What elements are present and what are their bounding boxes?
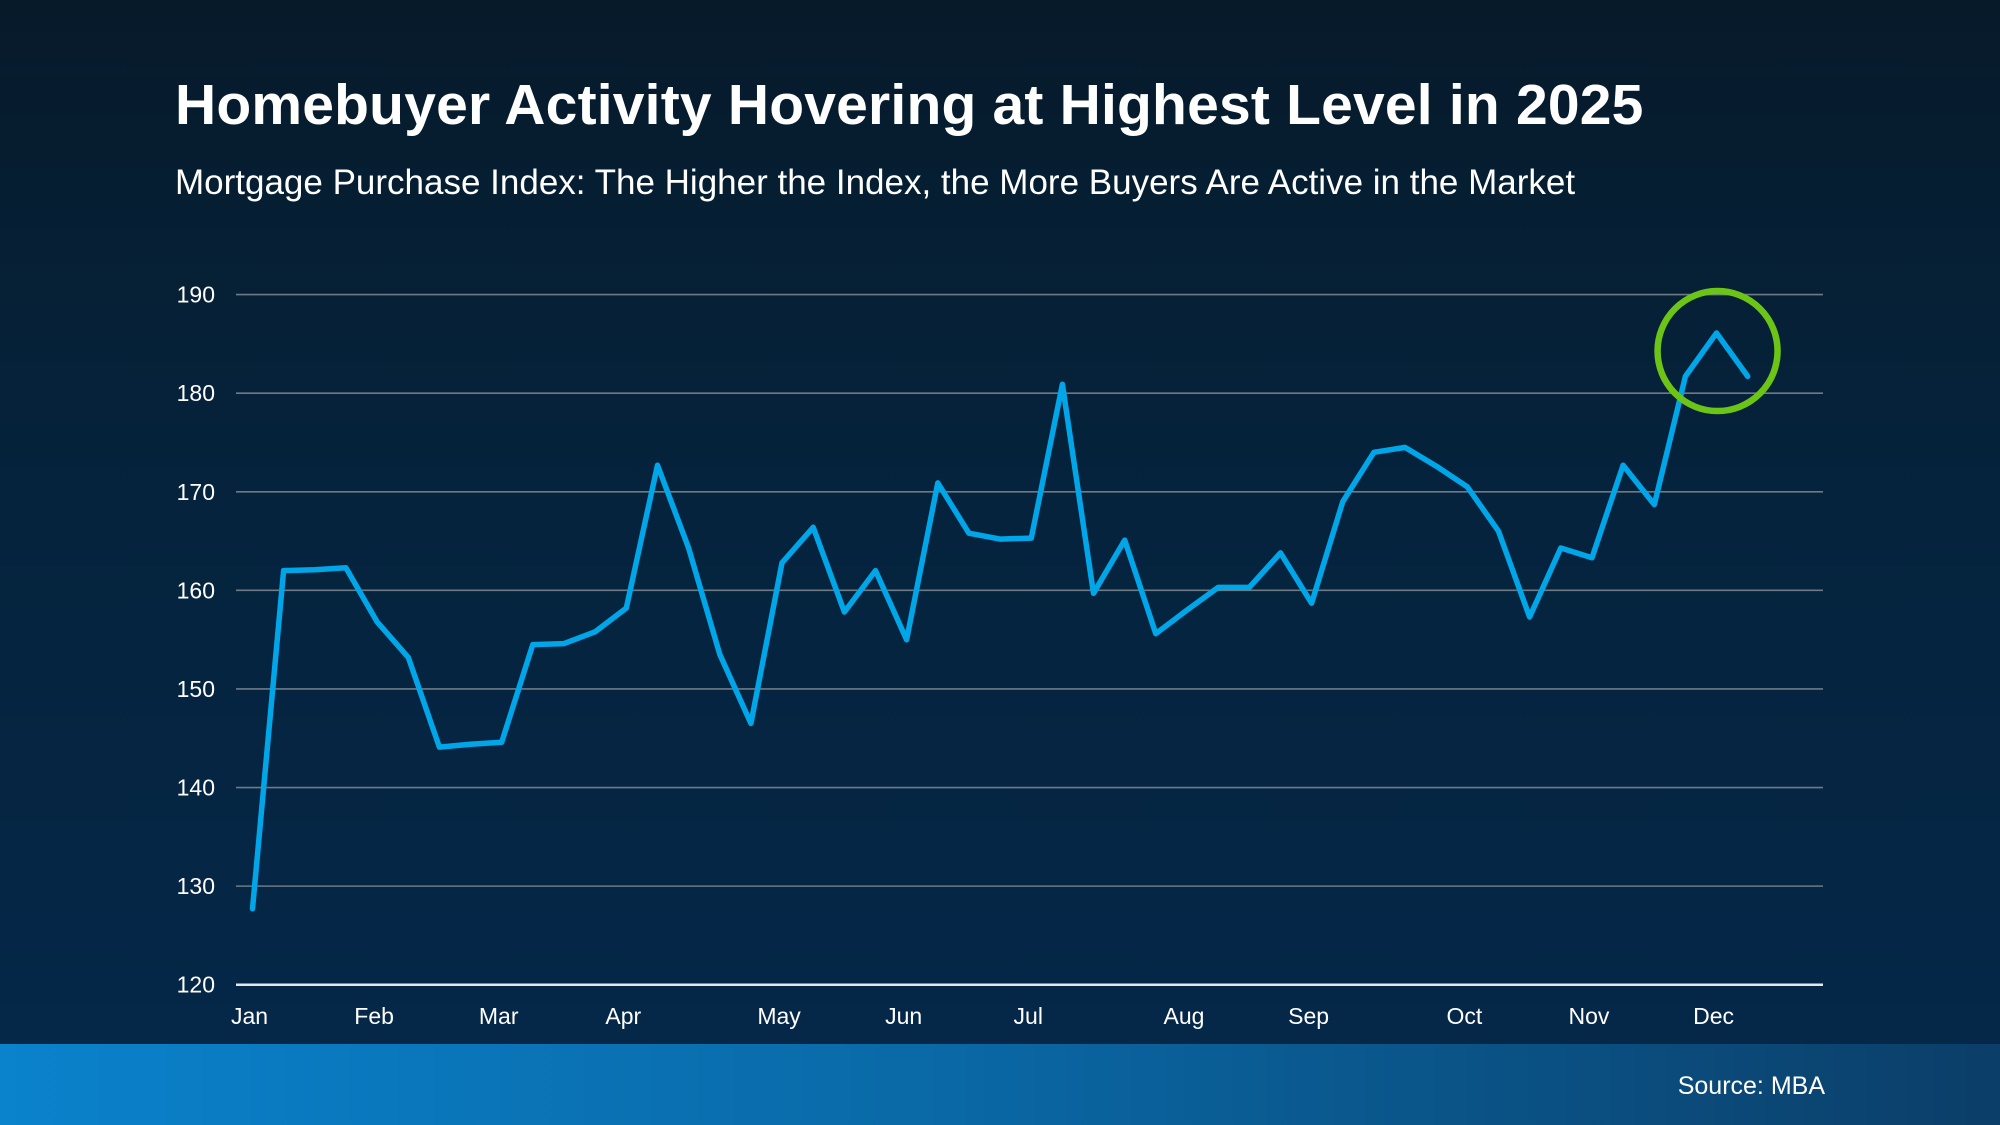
chart-title: Homebuyer Activity Hovering at Highest L… (175, 73, 1644, 137)
y-tick-label: 170 (177, 479, 215, 505)
y-tick-label: 160 (177, 577, 215, 603)
highlight-circle (1654, 287, 1781, 415)
x-tick-label: Sep (1288, 1003, 1329, 1029)
x-tick-label: Jul (1014, 1003, 1043, 1029)
series-line (249, 330, 1751, 912)
y-tick-label: 180 (177, 380, 215, 406)
x-tick-label: Nov (1568, 1003, 1609, 1029)
x-tick-label: May (757, 1003, 801, 1029)
y-tick-label: 140 (177, 775, 215, 801)
x-tick-label: Mar (479, 1003, 519, 1029)
source-label: Source: MBA (1677, 1072, 1825, 1100)
x-tick-label: Dec (1693, 1003, 1734, 1029)
x-tick-label: Aug (1164, 1003, 1205, 1029)
x-tick-label: Feb (354, 1003, 394, 1029)
y-tick-label: 120 (177, 972, 215, 998)
x-tick-label: Jun (885, 1003, 922, 1029)
x-tick-label: Jan (231, 1003, 268, 1029)
y-tick-label: 150 (177, 676, 215, 702)
y-tick-label: 190 (177, 282, 215, 308)
footer-band (0, 1044, 2000, 1125)
y-tick-label: 130 (177, 873, 215, 899)
chart-subtitle: Mortgage Purchase Index: The Higher the … (175, 163, 1576, 202)
x-tick-label: Apr (605, 1003, 641, 1029)
x-tick-label: Oct (1446, 1003, 1482, 1029)
